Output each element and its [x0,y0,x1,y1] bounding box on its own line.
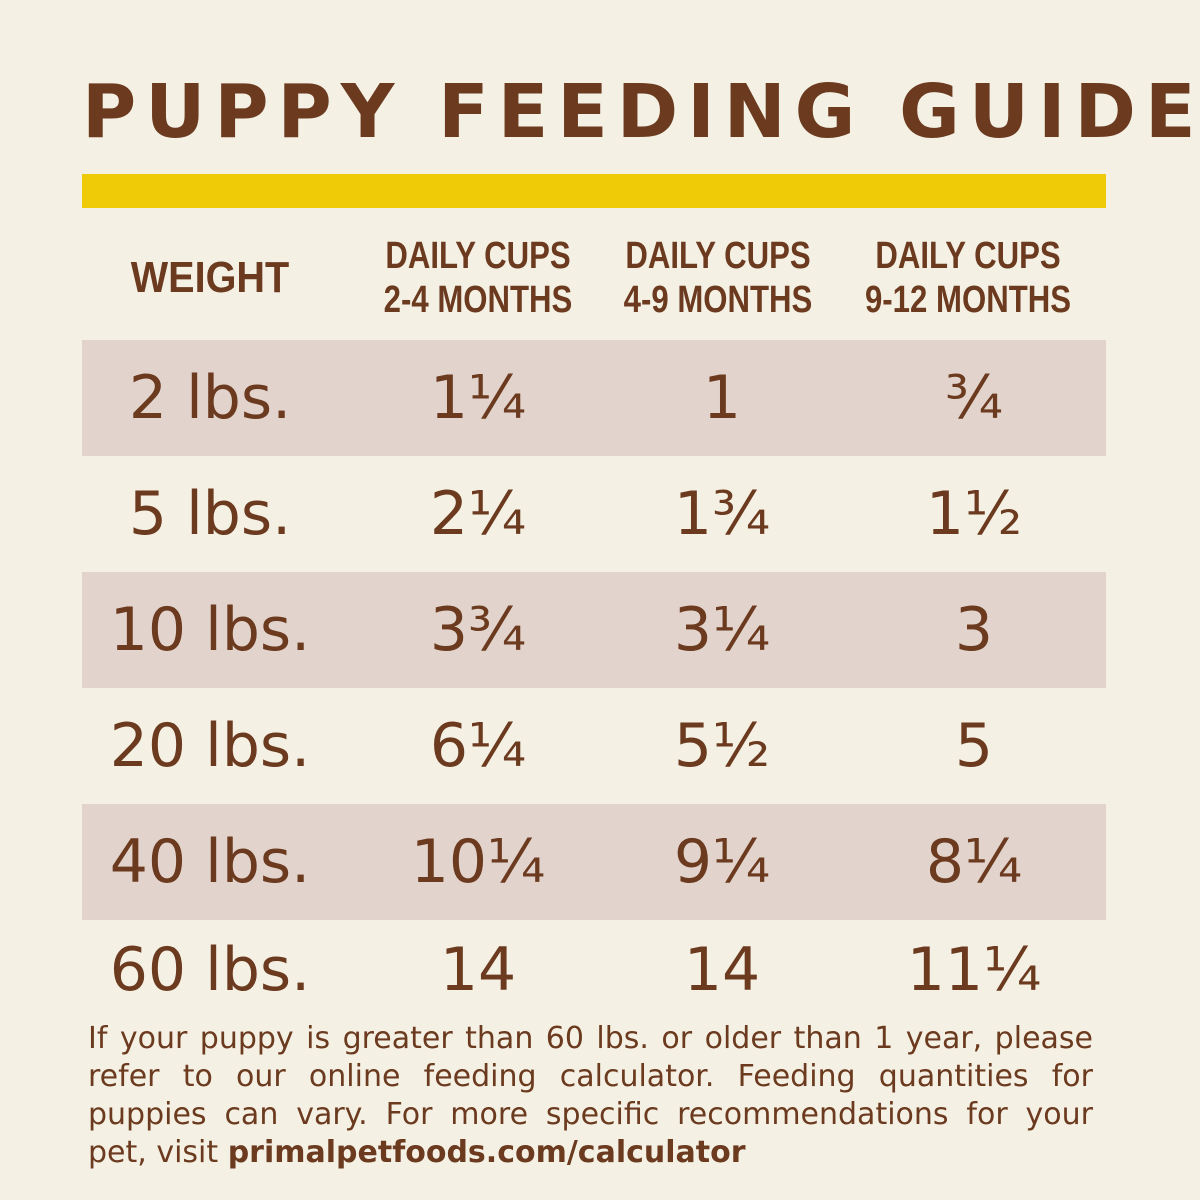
feeding-table: 2 lbs. 1¼ 1 ¾ 5 lbs. 2¼ 1¾ 1½ 10 lbs. 3¾… [82,340,1106,1020]
weight-cell: 2 lbs. [128,363,292,433]
header-line1: DAILY CUPS [385,235,571,277]
cups-4-9-cell: 14 [683,935,761,1005]
cups-9-12-cell: 11¼ [906,935,1042,1005]
header-line1: DAILY CUPS [625,235,811,277]
accent-bar [82,174,1106,208]
table-row: 10 lbs. 3¾ 3¼ 3 [82,572,1106,688]
weight-cell: 5 lbs. [128,479,292,549]
cups-2-4-cell: 1¼ [429,363,527,433]
weight-cell: 20 lbs. [109,711,311,781]
header-line2: 2-4 MONTHS [383,279,573,321]
cups-4-9-cell: 5½ [673,711,771,781]
calculator-link[interactable]: primalpetfoods.com/calculator [227,1135,746,1170]
cups-4-9-cell: 1 [702,363,742,433]
cups-2-4-cell: 14 [439,935,517,1005]
cups-2-4-cell: 3¾ [429,595,527,665]
page-title: PUPPY FEEDING GUIDE [82,69,1200,155]
cups-9-12-cell: ¾ [944,363,1004,433]
table-row: 2 lbs. 1¼ 1 ¾ [82,340,1106,456]
footer-text: If your puppy is greater than 60 lbs. or… [88,1021,1093,1170]
cups-4-9-cell: 1¾ [673,479,771,549]
weight-cell: 40 lbs. [109,827,311,897]
header-line1: DAILY CUPS [875,235,1061,277]
header-weight-label: WEIGHT [130,253,290,302]
weight-cell: 10 lbs. [109,595,311,665]
cups-9-12-cell: 5 [954,711,994,781]
cups-9-12-cell: 3 [954,595,994,665]
cups-4-9-cell: 9¼ [673,827,771,897]
cups-9-12-cell: 1½ [925,479,1023,549]
cups-9-12-cell: 8¼ [925,827,1023,897]
header-line2: 9-12 MONTHS [864,279,1072,321]
header-4-9-months: DAILY CUPS 4-9 MONTHS [611,228,824,328]
header-2-4-months: DAILY CUPS 2-4 MONTHS [363,228,593,328]
header-line2: 4-9 MONTHS [623,279,813,321]
cups-4-9-cell: 3¼ [673,595,771,665]
table-header: WEIGHT DAILY CUPS 2-4 MONTHS DAILY CUPS … [82,228,1106,328]
cups-2-4-cell: 6¼ [429,711,527,781]
table-row: 5 lbs. 2¼ 1¾ 1½ [82,456,1106,572]
table-row: 60 lbs. 14 14 11¼ [82,920,1106,1020]
cups-2-4-cell: 2¼ [429,479,527,549]
header-weight: WEIGHT [95,228,325,328]
weight-cell: 60 lbs. [109,935,311,1005]
table-row: 40 lbs. 10¼ 9¼ 8¼ [82,804,1106,920]
table-row: 20 lbs. 6¼ 5½ 5 [82,688,1106,804]
footer-note: If your puppy is greater than 60 lbs. or… [88,1020,1093,1172]
cups-2-4-cell: 10¼ [410,827,546,897]
header-9-12-months: DAILY CUPS 9-12 MONTHS [860,228,1076,328]
